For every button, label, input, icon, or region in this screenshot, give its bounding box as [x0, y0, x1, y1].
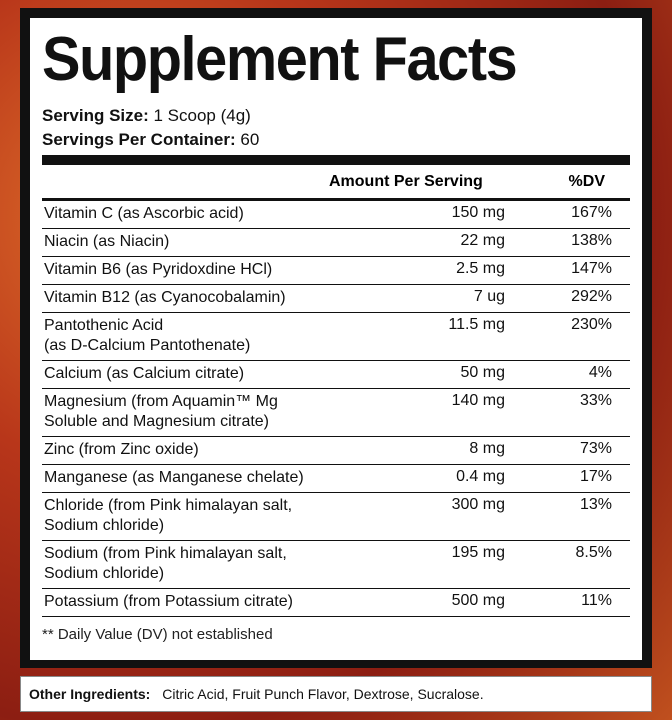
amount: 500 mg	[451, 592, 505, 609]
name-line: Zinc (from Zinc oxide)	[44, 441, 199, 458]
amount: 50 mg	[460, 364, 505, 381]
servings-per-container: Servings Per Container: 60	[42, 130, 259, 150]
daily-value: 8.5%	[575, 544, 612, 561]
label: Serving Size:	[42, 106, 149, 125]
name-line: Pantothenic Acid	[44, 317, 164, 334]
nutrient-name: Vitamin C (as Ascorbic acid)	[42, 204, 630, 224]
name-line: (as D-Calcium Pantothenate)	[44, 337, 251, 354]
name-line: Niacin (as Niacin)	[44, 233, 170, 250]
daily-value: 13%	[579, 496, 612, 513]
daily-value: 11%	[581, 592, 612, 609]
value: 1 Scoop (4g)	[153, 106, 251, 125]
daily-value: 4%	[588, 364, 612, 381]
table-row: Pantothenic Acid (as D-Calcium Pantothena…	[42, 313, 630, 361]
nutrient-name: Niacin (as Niacin)	[42, 232, 630, 252]
nutrient-name: Sodium (from Pink himalayan salt, Sodium …	[42, 544, 630, 584]
table-row: Potassium (from Potassium citrate) 500 mg…	[42, 589, 630, 617]
text: Citric Acid, Fruit Punch Flavor, Dextros…	[162, 686, 484, 702]
facts-panel: Supplement Facts Serving Size: 1 Scoop (…	[30, 18, 642, 660]
nutrient-name: Potassium (from Potassium citrate)	[42, 592, 630, 612]
table-row: Niacin (as Niacin) 22 mg 138%	[42, 229, 630, 257]
amount: 0.4 mg	[456, 468, 505, 485]
amount: 150 mg	[451, 204, 505, 221]
amount: 140 mg	[451, 392, 505, 409]
nutrient-name: Vitamin B12 (as Cyanocobalamin)	[42, 288, 630, 308]
other-ingredients: Other Ingredients: Citric Acid, Fruit Pu…	[20, 676, 652, 712]
nutrient-name: Pantothenic Acid (as D-Calcium Pantothena…	[42, 316, 630, 356]
daily-value: 167%	[571, 204, 612, 221]
amount: 11.5 mg	[448, 316, 505, 333]
nutrient-name: Magnesium (from Aquamin™ Mg Soluble and M…	[42, 392, 630, 432]
column-header: %DV	[568, 173, 605, 190]
daily-value: 147%	[571, 260, 612, 277]
value: 60	[240, 130, 260, 149]
label: Servings Per Container:	[42, 130, 236, 149]
daily-value: 138%	[571, 232, 612, 249]
name-line: Soluble and Magnesium citrate)	[44, 413, 270, 430]
daily-value: 33%	[579, 392, 612, 409]
label: Other Ingredients:	[29, 686, 151, 702]
table-row: Vitamin B12 (as Cyanocobalamin) 7 ug 292%	[42, 285, 630, 313]
daily-value: 230%	[571, 316, 612, 333]
table-row: Chloride (from Pink himalayan salt, Sodiu…	[42, 493, 630, 541]
footnote: ** Daily Value (DV) not established	[42, 626, 273, 643]
name-line: Vitamin C (as Ascorbic acid)	[44, 205, 244, 222]
amount: 8 mg	[469, 440, 505, 457]
nutrient-name: Chloride (from Pink himalayan salt, Sodiu…	[42, 496, 630, 536]
table-body: Vitamin C (as Ascorbic acid) 150 mg 167% Ni…	[42, 201, 630, 617]
name-line: Sodium (from Pink himalayan salt,	[44, 545, 287, 562]
nutrient-name: Manganese (as Manganese chelate)	[42, 468, 630, 488]
name-line: Magnesium (from Aquamin™ Mg	[44, 393, 278, 410]
title: Supplement Facts	[42, 25, 518, 94]
name-line: Sodium chloride)	[44, 565, 165, 582]
amount: 300 mg	[451, 496, 505, 513]
table-header: Amount Per Serving %DV	[42, 168, 630, 201]
table-row: Magnesium (from Aquamin™ Mg Soluble and M…	[42, 389, 630, 437]
column-header: Amount Per Serving	[329, 173, 483, 190]
daily-value: 292%	[571, 288, 612, 305]
nutrient-name: Vitamin B6 (as Pyridoxdine HCl)	[42, 260, 630, 280]
amount: 7 ug	[473, 288, 505, 305]
nutrient-name: Zinc (from Zinc oxide)	[42, 440, 630, 460]
name-line: Vitamin B12 (as Cyanocobalamin)	[44, 289, 286, 306]
table-row: Vitamin C (as Ascorbic acid) 150 mg 167%	[42, 201, 630, 229]
table-row: Vitamin B6 (as Pyridoxdine HCl) 2.5 mg 147…	[42, 257, 630, 285]
serving-size: Serving Size: 1 Scoop (4g)	[42, 106, 251, 126]
name-line: Calcium (as Calcium citrate)	[44, 365, 245, 382]
daily-value: 17%	[579, 468, 612, 485]
amount: 195 mg	[451, 544, 505, 561]
name-line: Sodium chloride)	[44, 517, 165, 534]
table-row: Manganese (as Manganese chelate) 0.4 mg 17…	[42, 465, 630, 493]
table-row: Calcium (as Calcium citrate) 50 mg 4%	[42, 361, 630, 389]
nutrient-name: Calcium (as Calcium citrate)	[42, 364, 630, 384]
name-line: Manganese (as Manganese chelate)	[44, 469, 304, 486]
amount: 22 mg	[460, 232, 505, 249]
name-line: Chloride (from Pink himalayan salt,	[44, 497, 293, 514]
table-row: Zinc (from Zinc oxide) 8 mg 73%	[42, 437, 630, 465]
table-row: Sodium (from Pink himalayan salt, Sodium …	[42, 541, 630, 589]
daily-value: 73%	[579, 440, 612, 457]
amount: 2.5 mg	[456, 260, 505, 277]
name-line: Potassium (from Potassium citrate)	[44, 593, 293, 610]
thick-rule	[42, 155, 630, 165]
name-line: Vitamin B6 (as Pyridoxdine HCl)	[44, 261, 273, 278]
